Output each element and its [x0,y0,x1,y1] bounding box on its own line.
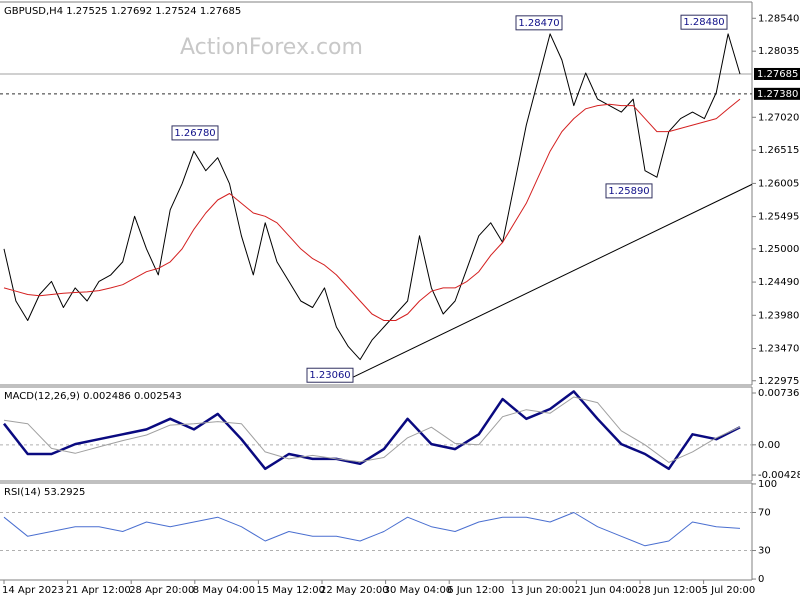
x-tick-label: 13 Jun 20:00 [511,585,575,596]
price-label-box [754,67,800,80]
y-tick-label: 1.23980 [758,310,799,321]
y-tick-label: 1.25000 [758,244,799,255]
y-tick-label: 1.22975 [758,376,799,387]
x-tick-label: 30 May 04:00 [384,585,453,596]
x-tick-label: 6 Jun 12:00 [447,585,504,596]
y-tick-label: 70 [758,507,771,518]
x-tick-label: 21 Apr 12:00 [66,585,131,596]
x-tick-label: 15 May 12:00 [256,585,325,596]
annotation-box [171,125,219,141]
y-tick-label: 0 [758,574,764,585]
price-label: 1.27380 [757,89,798,100]
annotation-label: 1.25890 [608,186,649,197]
x-tick-label: 28 Jun 12:00 [638,585,702,596]
y-tick-label: 0.00 [758,440,780,451]
series-line [3,396,741,463]
annotation-label: 1.23060 [309,370,350,381]
panel-title: GBPUSD,H4 1.27525 1.27692 1.27524 1.2768… [4,6,241,17]
annotation-box [515,15,563,31]
series-line [3,390,741,471]
annotation-box [306,367,354,383]
annotation-label: 1.28470 [518,18,559,29]
annotation-box [605,183,653,199]
y-tick-label: 1.25495 [758,212,799,223]
y-tick-label: 1.26515 [758,145,799,156]
y-tick-label: 30 [758,546,771,557]
y-tick-label: 1.28540 [758,13,799,24]
series-line [3,512,741,547]
y-tick-label: 100 [758,479,777,490]
watermark: ActionForex.com [180,35,363,60]
y-tick-label: 0.007366 [758,388,800,399]
annotation-box [680,14,728,30]
y-tick-label: 1.27020 [758,112,799,123]
trendline [344,183,753,382]
annotation-label: 1.26780 [174,128,215,139]
price-label-box [754,87,800,100]
x-tick-label: 21 Jun 04:00 [574,585,638,596]
y-tick-label: -0.004286 [758,470,800,481]
y-tick-label: 1.26005 [758,178,799,189]
x-tick-label: 5 Jul 20:00 [702,585,756,596]
annotation-label: 1.28480 [683,17,724,28]
panel-title: MACD(12,26,9) 0.002486 0.002543 [4,391,182,402]
y-tick-label: 1.24490 [758,277,799,288]
price-label: 1.27685 [757,69,798,80]
x-tick-label: 14 Apr 2023 [2,585,64,596]
x-tick-label: 22 May 20:00 [320,585,389,596]
panel-title: RSI(14) 53.2925 [4,487,85,498]
y-tick-label: 1.23470 [758,344,799,355]
y-tick-label: 1.28035 [758,46,799,57]
x-tick-label: 28 Apr 20:00 [129,585,194,596]
series-line [3,98,741,321]
x-tick-label: 8 May 04:00 [193,585,255,596]
series-line [3,33,741,361]
